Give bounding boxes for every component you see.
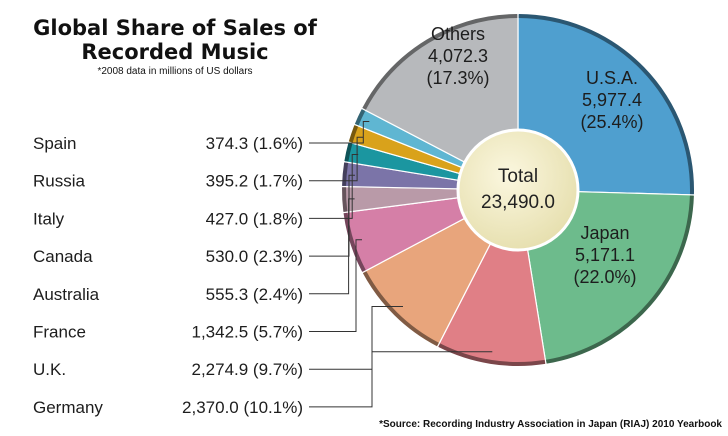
country-value-canada: 530.0 (2.3%) bbox=[206, 247, 303, 266]
slice-rim-russia bbox=[348, 125, 359, 143]
total-center bbox=[456, 128, 580, 252]
leader-line-spain bbox=[309, 121, 370, 144]
leader-line-italy bbox=[309, 154, 359, 219]
country-value-italy: 427.0 (1.8%) bbox=[206, 209, 303, 228]
country-name-italy: Italy bbox=[33, 209, 65, 228]
outside-labels-group: Germany 2,370.0 (10.1%) U.K. 2,274.9 (9.7%)… bbox=[33, 121, 493, 417]
slice-percent-japan: (22.0%) bbox=[573, 267, 636, 287]
country-name-u-k: U.K. bbox=[33, 360, 66, 379]
country-value-russia: 395.2 (1.7%) bbox=[206, 172, 303, 191]
slice-rim-canada bbox=[342, 162, 349, 186]
country-name-germany: Germany bbox=[33, 398, 103, 417]
country-name-france: France bbox=[33, 323, 86, 342]
total-label: Total bbox=[498, 166, 538, 187]
leader-line-u-k bbox=[309, 306, 403, 370]
slice-name-u-s-a: U.S.A. bbox=[586, 68, 638, 88]
source-note: *Source: Recording Industry Association … bbox=[379, 419, 722, 430]
country-name-russia: Russia bbox=[33, 172, 86, 191]
leader-line-russia bbox=[309, 136, 364, 182]
country-value-u-k: 2,274.9 (9.7%) bbox=[191, 360, 303, 379]
title-line-2: Recorded Music bbox=[81, 40, 269, 64]
country-value-france: 1,342.5 (5.7%) bbox=[191, 323, 303, 342]
slice-value-japan: 5,171.1 bbox=[575, 245, 635, 265]
slice-rim-germany bbox=[438, 343, 546, 366]
slice-value-u-s-a: 5,977.4 bbox=[582, 90, 642, 110]
slice-rim-u-s-a bbox=[518, 14, 694, 195]
country-value-spain: 374.3 (1.6%) bbox=[206, 134, 303, 153]
total-value: 23,490.0 bbox=[481, 192, 555, 213]
slice-rim-others bbox=[362, 14, 518, 110]
slice-percent-others: (17.3%) bbox=[426, 68, 489, 88]
country-value-germany: 2,370.0 (10.1%) bbox=[182, 398, 303, 417]
leader-line-france bbox=[309, 239, 362, 332]
slice-value-others: 4,072.3 bbox=[428, 46, 488, 66]
title-line-1: Global Share of Sales of bbox=[33, 16, 317, 40]
slice-rim-australia bbox=[342, 187, 348, 212]
slice-rim-japan bbox=[546, 195, 694, 364]
country-name-canada: Canada bbox=[33, 247, 93, 266]
country-name-spain: Spain bbox=[33, 134, 76, 153]
country-value-australia: 555.3 (2.4%) bbox=[206, 285, 303, 304]
chart-title: Global Share of Sales of Recorded Music bbox=[10, 16, 340, 64]
slice-edges-group bbox=[342, 14, 694, 366]
slice-rim-france bbox=[343, 212, 366, 272]
slice-name-others: Others bbox=[431, 24, 485, 44]
slice-rim-u-k bbox=[362, 271, 439, 347]
slice-percent-u-s-a: (25.4%) bbox=[580, 112, 643, 132]
chart-subtitle: *2008 data in millions of US dollars bbox=[97, 66, 253, 77]
slice-rim-spain bbox=[354, 109, 366, 126]
leader-line-germany bbox=[309, 351, 493, 408]
country-name-australia: Australia bbox=[33, 285, 100, 304]
slice-name-japan: Japan bbox=[580, 223, 629, 243]
